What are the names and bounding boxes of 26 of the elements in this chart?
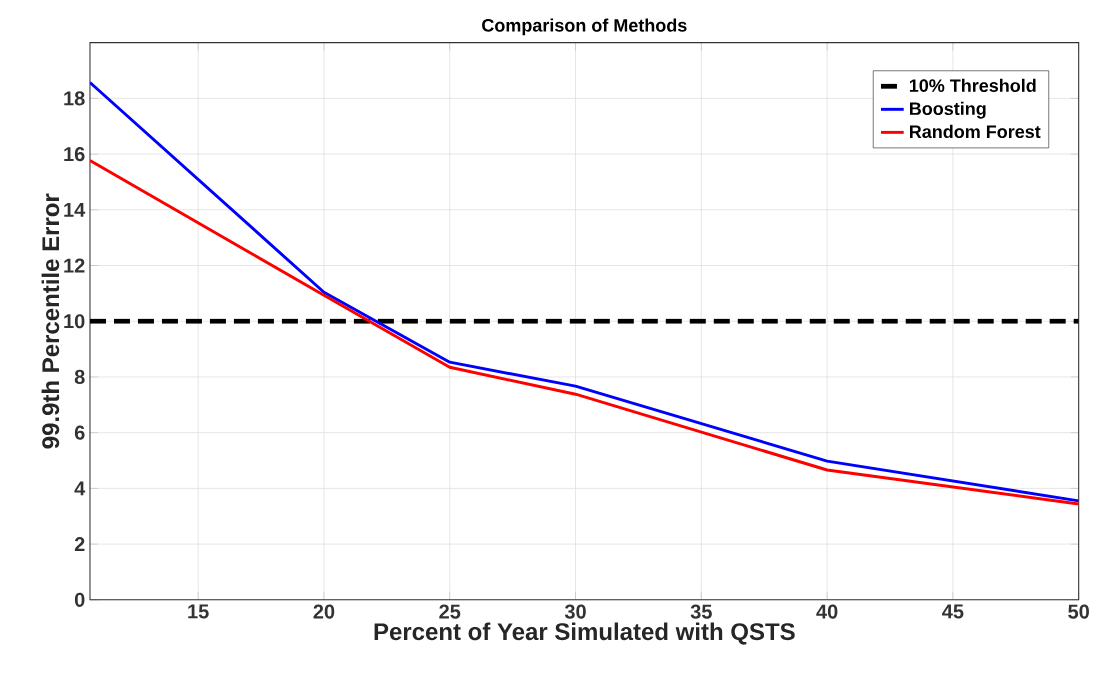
y-tick-label: 12	[64, 258, 85, 273]
x-tick-label: 20	[313, 604, 335, 619]
y-tick-label: 18	[64, 91, 85, 106]
x-tick-label: 30	[564, 604, 586, 619]
x-tick-label: 25	[439, 604, 461, 619]
y-tick-label: 4	[74, 481, 86, 496]
y-tick-label: 0	[74, 592, 85, 607]
x-tick-label: 45	[942, 604, 964, 619]
y-tick-label: 14	[64, 202, 86, 217]
y-tick-label: 16	[64, 146, 85, 161]
y-axis-title: 99.9th Percentile Error	[41, 193, 60, 449]
x-tick-label: 40	[816, 604, 838, 619]
x-tick-label: 50	[1068, 604, 1089, 619]
x-tick-label: 15	[188, 604, 209, 619]
y-tick-label: 8	[74, 369, 85, 384]
legend-label: Boosting	[910, 101, 986, 119]
chart-title: Comparison of Methods	[482, 18, 687, 36]
line-series	[89, 80, 1079, 503]
y-tick-label: 6	[74, 425, 85, 440]
x-tick-label: 35	[690, 604, 712, 619]
x-axis-title: Percent of Year Simulated with QSTS	[374, 622, 795, 645]
y-tick-label: 10	[64, 313, 85, 329]
legend-label: 10% Threshold	[909, 78, 1036, 92]
legend-label: Random Forest	[910, 124, 1041, 138]
line-series	[89, 158, 1079, 506]
y-tick-label: 2	[74, 536, 85, 551]
